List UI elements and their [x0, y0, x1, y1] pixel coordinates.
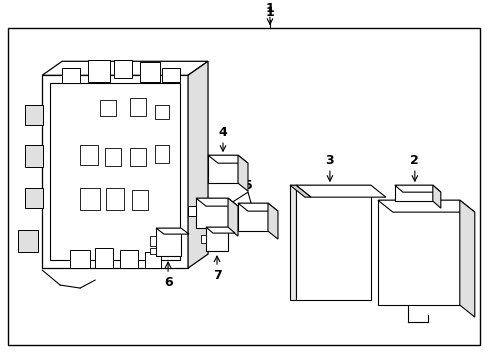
Text: 1: 1	[265, 2, 274, 15]
Polygon shape	[295, 185, 385, 197]
Polygon shape	[80, 145, 98, 165]
Polygon shape	[105, 148, 121, 166]
Polygon shape	[238, 155, 247, 191]
Polygon shape	[377, 200, 474, 212]
Polygon shape	[70, 250, 90, 268]
Polygon shape	[156, 228, 189, 234]
Polygon shape	[188, 206, 196, 216]
Polygon shape	[88, 60, 110, 82]
Polygon shape	[295, 185, 370, 300]
Polygon shape	[140, 62, 160, 82]
Polygon shape	[18, 230, 38, 252]
Polygon shape	[267, 203, 277, 239]
Text: 4: 4	[218, 126, 227, 139]
Polygon shape	[150, 236, 156, 246]
Polygon shape	[432, 185, 440, 208]
Polygon shape	[459, 200, 474, 317]
Polygon shape	[289, 185, 295, 300]
Polygon shape	[25, 188, 43, 208]
Polygon shape	[394, 185, 440, 192]
Text: 7: 7	[212, 269, 221, 282]
Polygon shape	[201, 235, 205, 243]
Polygon shape	[289, 185, 310, 197]
Polygon shape	[238, 203, 277, 211]
Polygon shape	[25, 145, 43, 167]
Polygon shape	[8, 28, 479, 345]
Polygon shape	[207, 155, 247, 163]
Polygon shape	[238, 203, 267, 231]
Polygon shape	[100, 100, 116, 116]
Polygon shape	[188, 61, 207, 268]
Polygon shape	[62, 68, 80, 83]
Polygon shape	[227, 198, 238, 236]
Polygon shape	[155, 145, 169, 163]
Polygon shape	[162, 68, 180, 82]
Polygon shape	[42, 61, 207, 75]
Polygon shape	[106, 188, 124, 210]
Polygon shape	[50, 83, 180, 260]
Polygon shape	[205, 227, 235, 233]
Polygon shape	[130, 148, 146, 166]
Polygon shape	[196, 198, 227, 228]
Polygon shape	[207, 155, 238, 183]
Polygon shape	[120, 250, 138, 268]
Text: 1: 1	[265, 6, 274, 19]
Polygon shape	[155, 105, 169, 119]
Text: 6: 6	[163, 275, 172, 289]
Text: 3: 3	[325, 154, 334, 167]
Polygon shape	[132, 190, 148, 210]
Text: 2: 2	[409, 154, 418, 167]
Polygon shape	[145, 252, 161, 268]
Polygon shape	[196, 198, 238, 206]
Polygon shape	[394, 185, 432, 201]
Polygon shape	[80, 188, 100, 210]
Polygon shape	[95, 248, 113, 268]
Polygon shape	[114, 60, 132, 78]
Text: 5: 5	[243, 179, 252, 192]
Polygon shape	[377, 200, 459, 305]
Polygon shape	[156, 228, 181, 256]
Polygon shape	[42, 75, 188, 268]
Polygon shape	[205, 227, 227, 251]
Polygon shape	[25, 105, 43, 125]
Polygon shape	[150, 248, 156, 254]
Polygon shape	[130, 98, 146, 116]
